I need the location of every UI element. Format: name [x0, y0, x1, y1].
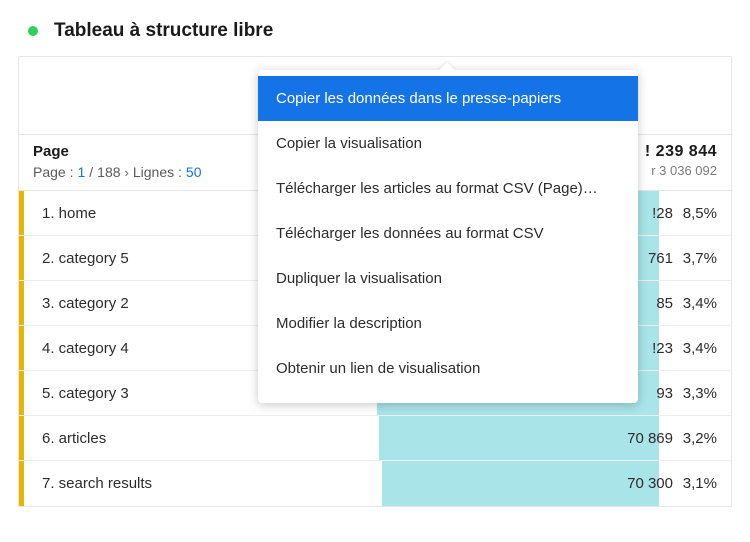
context-menu-item[interactable]: Télécharger les articles au format CSV (…	[258, 166, 638, 211]
row-label: 6. articles	[24, 430, 593, 447]
context-menu: Copier les données dans le presse-papier…	[258, 70, 638, 403]
context-menu-item[interactable]: Obtenir un lien de visualisation	[258, 346, 638, 391]
context-menu-item[interactable]: Dupliquer la visualisation	[258, 256, 638, 301]
panel-title: Tableau à structure libre	[54, 20, 273, 42]
status-dot-icon	[28, 26, 38, 36]
row-value: 70 300	[593, 475, 673, 492]
row-percent: 3,1%	[673, 475, 731, 492]
rows-prefix: Lignes :	[133, 164, 182, 180]
pager-current[interactable]: 1	[77, 164, 85, 180]
table-row[interactable]: 6. articles70 8693,2%	[19, 416, 731, 461]
table-row[interactable]: 7. search results70 3003,1%	[19, 461, 731, 506]
row-percent: 3,2%	[673, 430, 731, 447]
context-menu-item[interactable]: Télécharger les données au format CSV	[258, 211, 638, 256]
rows-count[interactable]: 50	[186, 164, 202, 180]
row-label: 7. search results	[24, 475, 593, 492]
pager-total: 188	[97, 164, 120, 180]
row-percent: 3,3%	[673, 385, 731, 402]
row-percent: 3,7%	[673, 250, 731, 267]
row-percent: 3,4%	[673, 295, 731, 312]
chevron-right-icon[interactable]: ›	[125, 165, 129, 180]
row-percent: 3,4%	[673, 340, 731, 357]
freeform-table-panel: Tableau à structure libre Page Page : 1 …	[0, 0, 750, 542]
row-percent: 8,5%	[673, 205, 731, 222]
row-value: 70 869	[593, 430, 673, 447]
pager-sep: /	[89, 164, 93, 180]
context-menu-item[interactable]: Copier les données dans le presse-papier…	[258, 76, 638, 121]
context-menu-item[interactable]: Copier la visualisation	[258, 121, 638, 166]
panel-title-row: Tableau à structure libre	[0, 20, 750, 56]
context-menu-item[interactable]: Modifier la description	[258, 301, 638, 346]
pager-prefix: Page :	[33, 164, 73, 180]
